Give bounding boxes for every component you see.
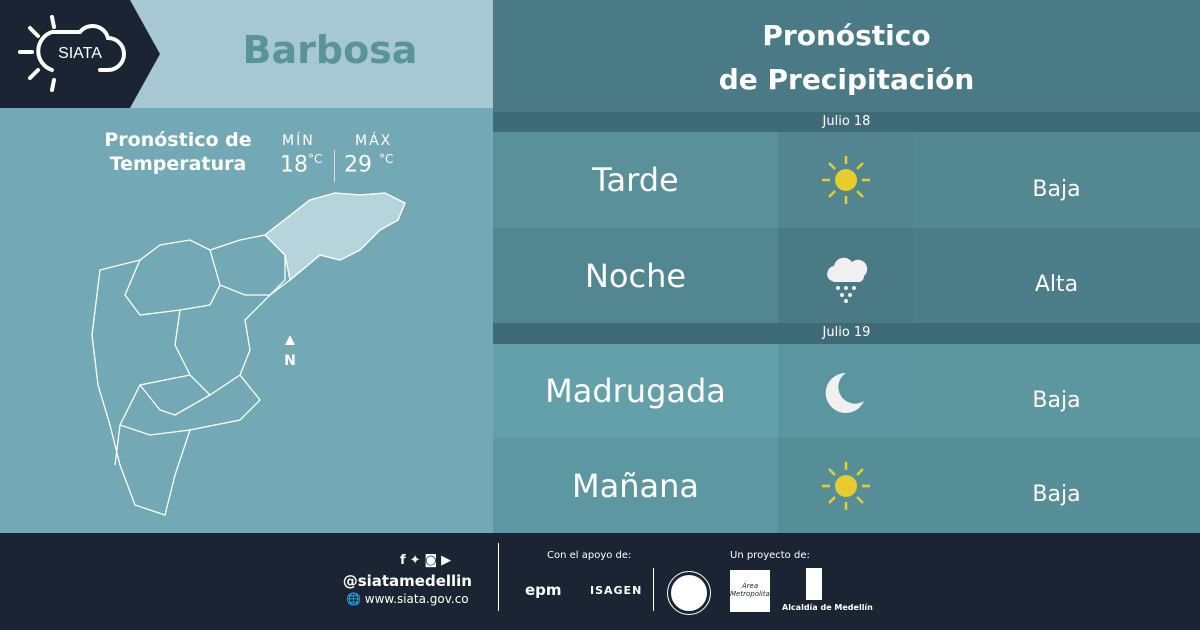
period-name: Mañana bbox=[493, 438, 778, 533]
precipitation-level: Baja bbox=[913, 344, 1200, 438]
siata-logo: SIATA bbox=[0, 0, 160, 108]
social-handle[interactable]: @siatamedellin bbox=[342, 572, 472, 590]
min-label: MÍN bbox=[282, 133, 315, 149]
forecast-row: Mañana Baja bbox=[493, 438, 1200, 533]
north-arrow-icon bbox=[285, 335, 295, 345]
forecast-row: Noche Alta bbox=[493, 228, 1200, 323]
project-label: Un proyecto de: bbox=[730, 550, 810, 561]
alcaldia-label: Alcaldía de Medellín bbox=[782, 603, 873, 612]
rain-cloud-icon bbox=[826, 257, 867, 303]
globe-icon: 🌐 bbox=[346, 592, 361, 606]
footer bbox=[0, 533, 1200, 630]
epm-logo: epm bbox=[525, 581, 562, 599]
moon-icon bbox=[825, 372, 864, 413]
social-icons[interactable]: f✦◙▶ bbox=[400, 553, 456, 568]
precipitation-level: Alta bbox=[913, 228, 1200, 323]
min-temperature: 18°C bbox=[280, 152, 323, 178]
svg-text:SIATA: SIATA bbox=[58, 45, 102, 62]
precipitation-level: Baja bbox=[913, 132, 1200, 228]
forecast-row: Madrugada Baja bbox=[493, 344, 1200, 438]
isagen-logo: ISAGEN bbox=[590, 584, 643, 597]
medellin-seal-logo bbox=[667, 571, 711, 615]
date-label: Julio 18 bbox=[493, 112, 1200, 132]
max-temperature: 29 °C bbox=[344, 152, 394, 178]
temperature-panel bbox=[0, 108, 493, 533]
barbosa-highlight bbox=[264, 192, 406, 282]
date-label: Julio 19 bbox=[493, 323, 1200, 344]
city-name: Barbosa bbox=[242, 28, 418, 72]
divider bbox=[334, 150, 335, 182]
support-label: Con el apoyo de: bbox=[547, 550, 632, 561]
period-name: Tarde bbox=[493, 132, 778, 228]
precipitation-level: Baja bbox=[913, 438, 1200, 533]
municipality-map: N bbox=[91, 192, 406, 516]
svg-text:N: N bbox=[284, 353, 296, 369]
area-metropolitana-logo: Área Metropolitana bbox=[730, 570, 779, 612]
precipitation-title: Pronóstico de Precipitación bbox=[718, 19, 975, 96]
sun-icon bbox=[821, 461, 870, 510]
temperature-title: Pronóstico de Temperatura bbox=[104, 129, 252, 175]
sun-icon bbox=[821, 156, 870, 204]
forecast-row: Tarde Baja bbox=[493, 132, 1200, 228]
period-name: Noche bbox=[493, 228, 778, 323]
max-label: MÁX bbox=[355, 133, 393, 149]
website-link[interactable]: 🌐 www.siata.gov.co bbox=[346, 592, 469, 606]
period-name: Madrugada bbox=[493, 344, 778, 438]
alcaldia-logo bbox=[806, 568, 822, 600]
